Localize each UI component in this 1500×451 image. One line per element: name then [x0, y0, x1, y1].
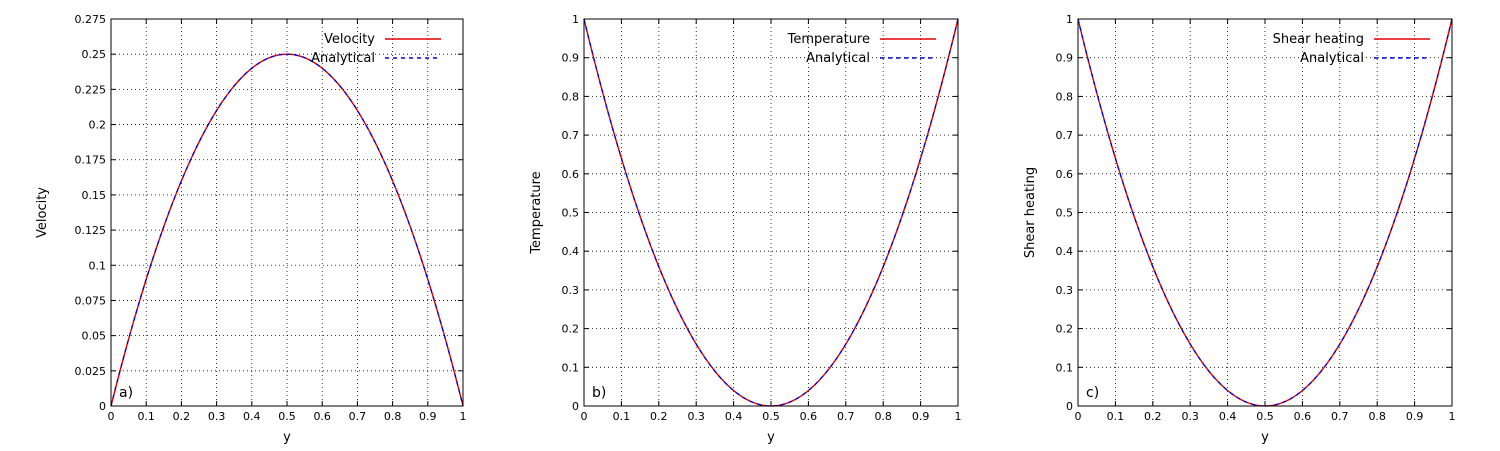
- x-tick-label: 0: [1075, 410, 1082, 423]
- y-tick-label: 0.075: [75, 294, 107, 307]
- y-axis-label: Temperature: [529, 171, 544, 254]
- x-tick-label: 0.5: [1256, 410, 1274, 423]
- legend-label: Temperature: [787, 32, 870, 47]
- y-tick-label: 0.25: [82, 48, 107, 61]
- x-tick-label: 0.8: [384, 410, 402, 423]
- x-tick-label: 0.4: [1219, 410, 1237, 423]
- y-tick-label: 0.1: [562, 361, 580, 374]
- y-tick-label: 0: [1066, 400, 1073, 413]
- chart-panel-c: 0 0.1 0.2 0.3 0.4 0.5 0.6 0.7 0.8 0.9 1 0 0.1 0.2 0.3 0…: [1023, 13, 1456, 445]
- y-tick-label: 0.275: [75, 13, 107, 26]
- y-tick-label: 0: [572, 400, 579, 413]
- y-tick-label: 0.1: [89, 259, 107, 272]
- analytical-curve: [110, 53, 464, 407]
- x-tick-label: 0.6: [1294, 410, 1312, 423]
- x-tick-label: 0.7: [1331, 410, 1349, 423]
- plot-frame: [1077, 18, 1453, 407]
- y-axis-label: Velocity: [35, 187, 50, 238]
- panel-label: a): [119, 385, 133, 401]
- x-tick-label: 0.9: [912, 410, 930, 423]
- x-tick-label: 0.7: [837, 410, 855, 423]
- y-tick-label: 0.2: [1056, 323, 1074, 336]
- y-tick-label: 0.6: [562, 168, 580, 181]
- y-tick-label: 0.5: [1056, 207, 1074, 220]
- x-tick-label: 0.5: [762, 410, 780, 423]
- x-tick-label: 0.1: [137, 410, 155, 423]
- x-tick-label: 0.5: [278, 410, 296, 423]
- plot-frame: [110, 18, 464, 407]
- y-tick-label: 0.125: [75, 224, 107, 237]
- y-tick-label: 0.225: [75, 83, 107, 96]
- plot-frame: [583, 18, 959, 407]
- x-tick-label: 0.6: [313, 410, 331, 423]
- legend-label: Analytical: [1300, 51, 1364, 66]
- x-tick-label: 0.6: [800, 410, 818, 423]
- y-tick-label: 0.3: [562, 284, 580, 297]
- legend-label: Shear heating: [1273, 32, 1364, 47]
- x-tick-label: 0.3: [208, 410, 226, 423]
- legend-label: Velocity: [324, 32, 375, 47]
- x-tick-label: 0.4: [725, 410, 743, 423]
- x-tick-label: 0.4: [243, 410, 261, 423]
- y-tick-label: 0.9: [1056, 52, 1074, 65]
- x-tick-label: 0.2: [1144, 410, 1162, 423]
- y-tick-label: 0.175: [75, 154, 107, 167]
- x-tick-label: 0: [581, 410, 588, 423]
- y-tick-label: 0.8: [562, 90, 580, 103]
- y-axis-label: Shear heating: [1023, 167, 1038, 258]
- y-tick-label: 0.6: [1056, 168, 1074, 181]
- y-tick-label: 0.5: [562, 207, 580, 220]
- y-tick-label: 0.7: [562, 129, 580, 142]
- x-tick-label: 0: [108, 410, 115, 423]
- x-tick-label: 1: [955, 410, 962, 423]
- x-tick-label: 0.3: [687, 410, 705, 423]
- x-tick-label: 1: [460, 410, 467, 423]
- x-tick-label: 1: [1449, 410, 1456, 423]
- x-tick-label: 0.7: [349, 410, 367, 423]
- x-tick-label: 0.2: [650, 410, 668, 423]
- x-tick-label: 0.9: [1406, 410, 1424, 423]
- y-tick-label: 0.4: [1056, 245, 1074, 258]
- y-tick-label: 0.8: [1056, 90, 1074, 103]
- x-tick-label: 0.8: [1368, 410, 1386, 423]
- x-tick-label: 0.3: [1181, 410, 1199, 423]
- y-tick-label: 0.4: [562, 245, 580, 258]
- y-tick-label: 0.1: [1056, 361, 1074, 374]
- chart-panel-b: 0 0.1 0.2 0.3 0.4 0.5 0.6 0.7 0.8 0.9 1 0 0.1 0.2 0.3 0…: [529, 13, 962, 445]
- x-axis-label: y: [283, 430, 291, 445]
- y-tick-label: 0.7: [1056, 129, 1074, 142]
- x-tick-label: 0.9: [419, 410, 437, 423]
- y-tick-label: 0.9: [562, 52, 580, 65]
- x-axis-label: y: [1261, 430, 1269, 445]
- panel-label: c): [1086, 385, 1099, 401]
- x-tick-label: 0.2: [173, 410, 191, 423]
- y-tick-label: 0.025: [75, 365, 107, 378]
- x-axis-label: y: [767, 430, 775, 445]
- chart-panel-a: 0 0.1 0.2 0.3 0.4 0.5 0.6 0.7 0.8 0.9 1 0 0.025 0.05 0…: [35, 13, 467, 445]
- y-tick-label: 0.3: [1056, 284, 1074, 297]
- y-tick-label: 0.15: [82, 189, 107, 202]
- y-tick-label: 1: [572, 13, 579, 26]
- y-tick-label: 1: [1066, 13, 1073, 26]
- x-tick-label: 0.1: [613, 410, 631, 423]
- panel-label: b): [592, 385, 606, 401]
- y-tick-label: 0.05: [82, 330, 107, 343]
- x-tick-label: 0.8: [874, 410, 892, 423]
- y-tick-label: 0.2: [562, 323, 580, 336]
- x-tick-label: 0.1: [1107, 410, 1125, 423]
- legend-label: Analytical: [806, 51, 870, 66]
- y-tick-label: 0: [99, 400, 106, 413]
- y-tick-label: 0.2: [89, 119, 107, 132]
- legend-label: Analytical: [311, 51, 375, 66]
